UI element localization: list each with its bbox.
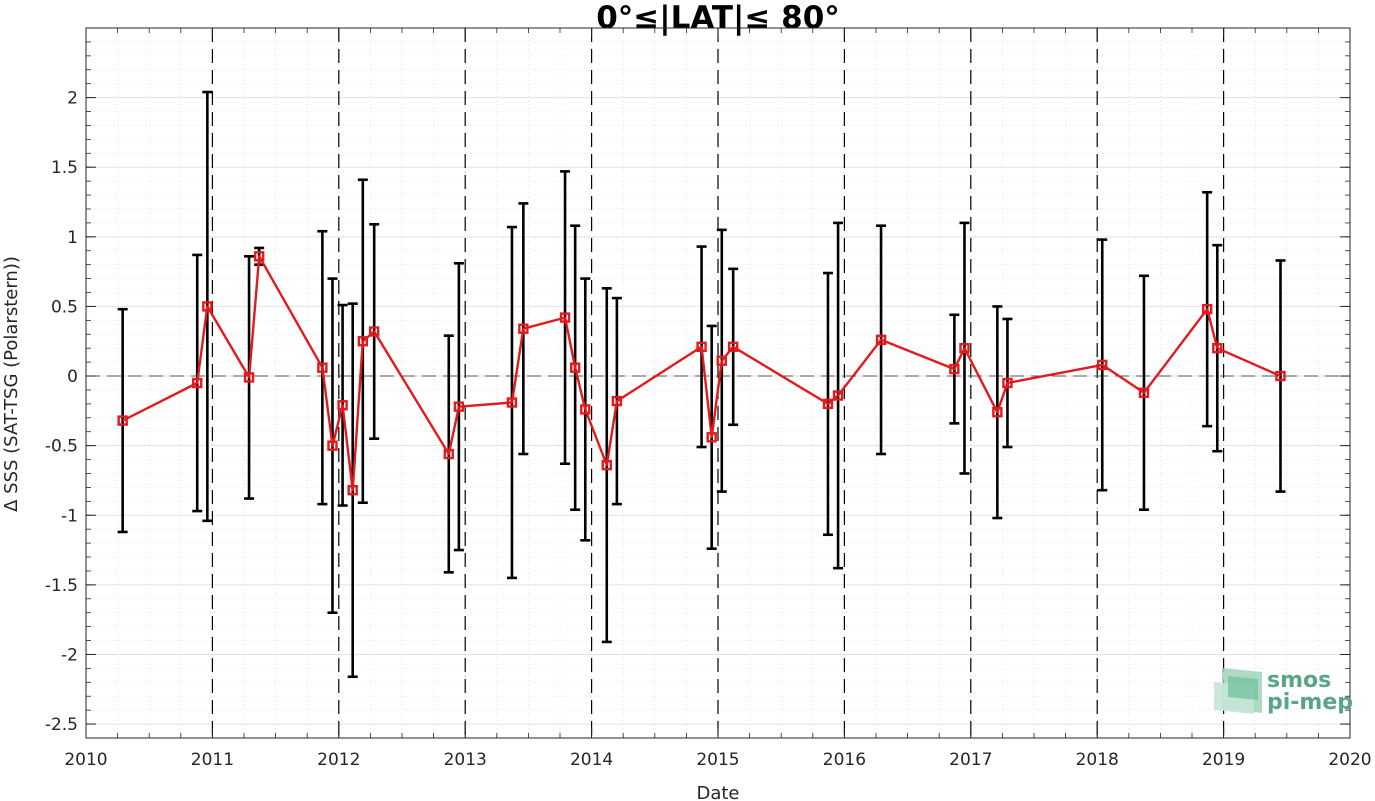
y-tick-label: -1.5 [45,576,78,596]
y-tick-label: -2 [61,645,78,665]
y-tick-label: 2 [67,89,78,109]
x-tick-label: 2014 [570,750,613,770]
data-point-marker [992,407,1003,418]
smos-pi-mep-logo: smos pi-mep [1214,668,1353,715]
data-point-marker [1097,359,1108,371]
data-point-marker [580,404,591,415]
data-point-marker [347,484,358,496]
y-tick-label: 1.5 [51,158,78,178]
data-point-marker [559,312,571,323]
data-point-marker [959,342,970,354]
data-point-marker [1201,304,1213,315]
data-point-marker [822,398,834,410]
y-tick-label: 0 [67,367,78,387]
x-tick-label: 2018 [1076,750,1119,770]
x-tick-label: 2019 [1202,750,1245,770]
data-point-marker [518,323,529,334]
data-point-marker [611,395,623,407]
data-markers [117,251,1286,496]
x-tick-labels: 2010 2011 2012 2013 2014 2015 2016 2017 2018 2019… [64,750,1371,770]
data-point-marker [1212,342,1223,354]
x-tick-label: 2015 [696,750,739,770]
logo-text-smos: smos [1267,668,1331,693]
data-point-marker [506,397,518,408]
data-point-marker [569,362,581,373]
data-point-marker [253,251,265,262]
data-point-marker [368,326,380,337]
y-tick-label: -1 [61,506,78,526]
x-tick-label: 2012 [317,750,360,770]
data-point-marker [202,301,213,312]
data-point-marker [443,448,454,460]
data-point-marker [1275,370,1286,382]
axis-ticks [85,27,1351,739]
data-point-marker [875,334,887,346]
x-tick-label: 2020 [1328,750,1371,770]
data-point-marker [192,377,203,389]
data-point-marker [696,341,707,353]
logo-text-pi-mep: pi-mep [1267,690,1353,715]
x-tick-label: 2010 [64,750,107,770]
y-tick-labels: -2.5 -2 -1.5 -1 -0.5 0 0.5 1 1.5 2 [45,89,78,735]
data-point-marker [317,362,328,373]
y-axis-label: Δ SSS (SAT-TSG (Polarstern)) [1,256,22,512]
data-point-marker [706,432,717,443]
data-point-marker [117,415,128,426]
x-tick-label: 2016 [823,750,866,770]
data-point-marker [601,459,612,471]
data-point-marker [716,355,727,366]
year-boundary-lines [211,28,1225,738]
data-point-marker [949,363,960,375]
x-tick-label: 2017 [949,750,992,770]
error-bars [117,90,1286,679]
data-point-marker [357,336,369,347]
x-axis-label: Date [696,783,739,801]
data-point-marker [1138,387,1150,398]
data-point-marker [327,440,338,451]
data-point-marker [832,390,844,401]
y-tick-label: 0.5 [51,297,78,317]
data-point-marker [337,400,348,411]
data-point-marker [727,341,739,353]
y-tick-label: -2.5 [45,715,78,735]
data-point-marker [1002,377,1013,389]
y-tick-label: -0.5 [45,437,78,457]
data-point-marker [453,401,465,412]
x-tick-label: 2011 [191,750,234,770]
y-tick-label: 1 [67,228,78,248]
smos-pi-mep-logo-icon [1214,668,1262,714]
x-tick-label: 2013 [444,750,487,770]
data-point-marker [243,372,255,383]
